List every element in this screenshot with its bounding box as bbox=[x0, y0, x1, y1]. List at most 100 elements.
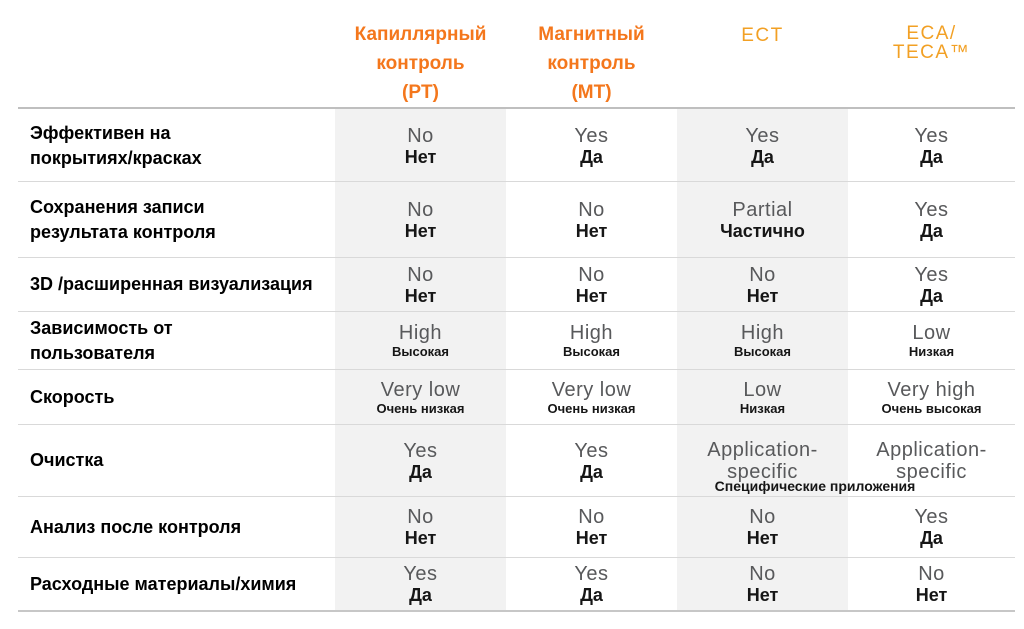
row-label: Зависимость от пользователя bbox=[18, 312, 335, 369]
column-header-pt: Капиллярный контроль (PT) bbox=[335, 20, 506, 107]
row-label-line: покрытиях/красках bbox=[30, 147, 202, 168]
value-cell: Low Низкая bbox=[677, 370, 848, 424]
table-row: Зависимость от пользователя High Высокая… bbox=[18, 312, 1015, 370]
value-cell: No Нет bbox=[506, 258, 677, 311]
value-english: High bbox=[569, 322, 614, 344]
row-label: Сохранения записи результата контроля bbox=[18, 182, 335, 257]
row-label-line: Эффективен на bbox=[30, 122, 171, 143]
value-russian: Нет bbox=[915, 585, 948, 605]
column-stripe-ect bbox=[677, 109, 848, 612]
value-russian: Низкая bbox=[739, 400, 786, 416]
value-english: High bbox=[398, 322, 443, 344]
value-cell: No Нет bbox=[335, 110, 506, 181]
table-row: Расходные материалы/химия Yes Да Yes Да … bbox=[18, 558, 1015, 612]
table-row: Эффективен на покрытиях/красках No Нет Y… bbox=[18, 110, 1015, 182]
header-line: контроль bbox=[547, 53, 636, 74]
row-label-line: Скорость bbox=[30, 386, 115, 407]
value-cell: Yes Да bbox=[848, 110, 1015, 181]
value-russian: Высокая bbox=[734, 344, 791, 359]
value-cell: Application-specific bbox=[677, 425, 848, 496]
value-russian: Нет bbox=[404, 285, 437, 306]
value-russian: Да bbox=[409, 461, 432, 482]
value-english: Application-specific bbox=[707, 438, 818, 483]
value-cell: High Высокая bbox=[335, 312, 506, 369]
value-english: High bbox=[740, 322, 785, 344]
value-english: No bbox=[749, 563, 776, 585]
value-cell: Yes Да bbox=[848, 182, 1015, 257]
value-cell: No Нет bbox=[506, 182, 677, 257]
value-english: Yes bbox=[574, 563, 609, 585]
value-english: No bbox=[578, 506, 605, 528]
table-body: Эффективен на покрытиях/красках No Нет Y… bbox=[18, 110, 1015, 612]
value-english: Yes bbox=[914, 263, 949, 286]
table-row: 3D /расширенная визуализация No Нет No Н… bbox=[18, 258, 1015, 312]
value-cell: High Высокая bbox=[677, 312, 848, 369]
value-russian: Нет bbox=[404, 146, 437, 167]
value-russian: Очень низкая bbox=[547, 400, 636, 416]
value-russian: Очень высокая bbox=[881, 400, 982, 416]
value-english: Yes bbox=[403, 439, 438, 462]
value-cell: No Нет bbox=[506, 497, 677, 557]
value-russian: Нет bbox=[575, 220, 608, 241]
row-label-line: Сохранения записи bbox=[30, 196, 205, 217]
value-cell: Yes Да bbox=[677, 110, 848, 181]
table-row: Сохранения записи результата контроля No… bbox=[18, 182, 1015, 258]
row-label-line: пользователя bbox=[30, 342, 156, 363]
value-english: Yes bbox=[745, 124, 780, 147]
value-russian: Нет bbox=[404, 220, 437, 241]
row-label: Расходные материалы/химия bbox=[18, 558, 335, 610]
value-russian: Да bbox=[920, 146, 943, 167]
row-label-line: Зависимость от bbox=[30, 317, 173, 338]
value-cell: Yes Да bbox=[848, 497, 1015, 557]
row-label: 3D /расширенная визуализация bbox=[18, 258, 335, 311]
value-english: No bbox=[578, 263, 605, 286]
value-russian: Нет bbox=[746, 585, 779, 605]
header-line: контроль bbox=[376, 53, 465, 74]
value-cell: Very low Очень низкая bbox=[506, 370, 677, 424]
header-line: TECA™ bbox=[892, 42, 971, 63]
column-stripe-pt bbox=[335, 109, 506, 612]
value-cell: No Нет bbox=[848, 558, 1015, 610]
header-line: (PT) bbox=[402, 82, 439, 103]
value-cell: No Нет bbox=[677, 258, 848, 311]
value-english: Low bbox=[912, 322, 951, 344]
value-cell: No Нет bbox=[677, 497, 848, 557]
value-russian: Нет bbox=[575, 528, 608, 548]
value-russian: Очень низкая bbox=[376, 400, 465, 416]
value-english: No bbox=[407, 506, 434, 528]
table-row: Очистка Yes Да Yes Да Application-specif… bbox=[18, 425, 1015, 497]
row-label: Скорость bbox=[18, 370, 335, 424]
row-label: Очистка bbox=[18, 425, 335, 496]
value-english: Yes bbox=[574, 439, 609, 462]
table-row: Скорость Very low Очень низкая Very low … bbox=[18, 370, 1015, 425]
value-english: No bbox=[749, 506, 776, 528]
value-cell: Yes Да bbox=[335, 425, 506, 496]
value-russian: Да bbox=[580, 585, 603, 605]
value-cell: Low Низкая bbox=[848, 312, 1015, 369]
value-english: Very low bbox=[380, 378, 461, 401]
value-english: No bbox=[407, 124, 434, 147]
value-english: Application-specific bbox=[876, 438, 987, 483]
value-cell: Yes Да bbox=[335, 558, 506, 610]
header-line: (MT) bbox=[571, 82, 612, 103]
column-header-ect: ECT bbox=[677, 26, 848, 45]
value-russian: Частично bbox=[720, 220, 805, 241]
value-russian: Да bbox=[580, 146, 603, 167]
value-english: Very high bbox=[887, 378, 976, 401]
value-cell: Application-specific bbox=[848, 425, 1015, 496]
value-english: Low bbox=[743, 378, 782, 401]
value-cell: Very high Очень высокая bbox=[848, 370, 1015, 424]
value-english: No bbox=[749, 263, 776, 286]
row-label: Анализ после контроля bbox=[18, 497, 335, 557]
row-label-line: результата контроля bbox=[30, 221, 216, 242]
value-russian: Нет bbox=[746, 285, 779, 306]
value-english: Yes bbox=[574, 124, 609, 147]
value-russian: Да bbox=[409, 585, 432, 605]
value-russian: Да bbox=[580, 461, 603, 482]
value-cell: High Высокая bbox=[506, 312, 677, 369]
value-cell: Partial Частично bbox=[677, 182, 848, 257]
value-russian: Низкая bbox=[908, 344, 955, 359]
value-russian: Нет bbox=[404, 528, 437, 548]
row-label-line: Расходные материалы/химия bbox=[30, 573, 297, 594]
